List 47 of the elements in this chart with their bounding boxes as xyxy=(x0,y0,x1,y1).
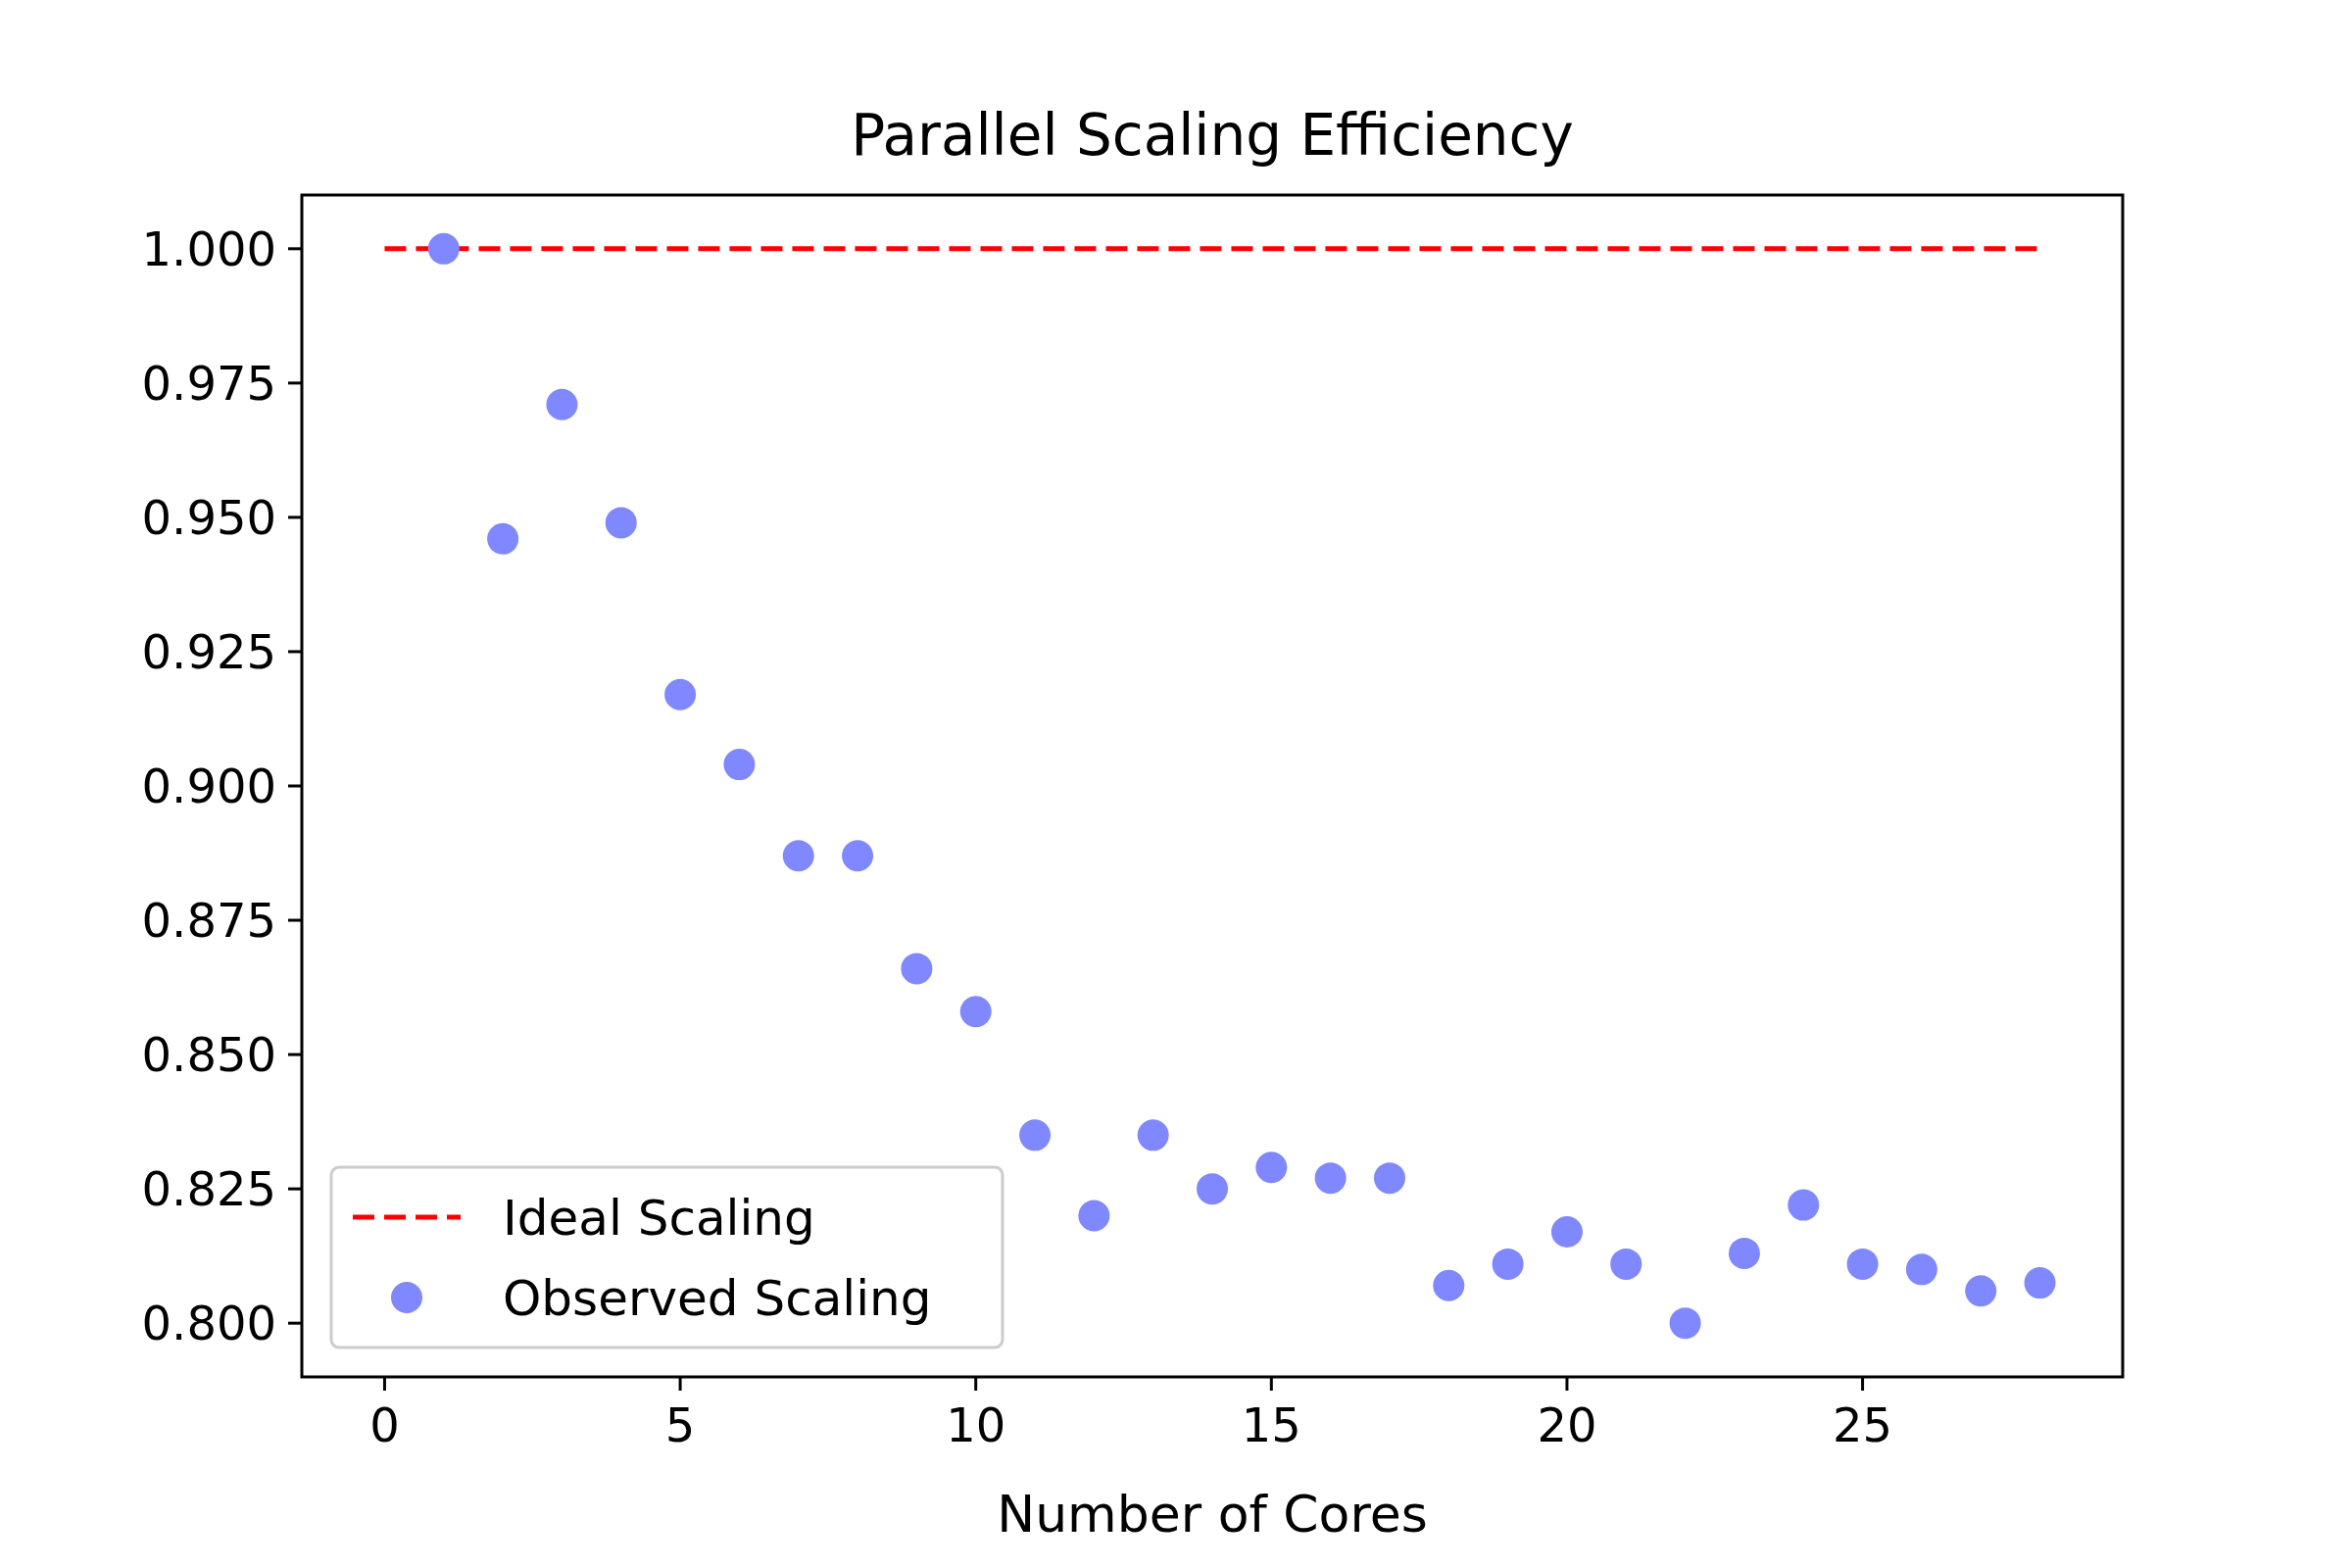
point xyxy=(1019,1119,1052,1152)
point xyxy=(427,232,460,265)
point xyxy=(1669,1307,1701,1340)
x-tick-label: 5 xyxy=(664,1397,696,1452)
point xyxy=(487,522,519,555)
point xyxy=(1433,1269,1465,1301)
point xyxy=(1610,1248,1642,1280)
x-tick-label: 15 xyxy=(1241,1397,1301,1452)
x-tick-label: 25 xyxy=(1833,1397,1893,1452)
chart-title: Parallel Scaling Efficiency xyxy=(851,102,1574,169)
point xyxy=(1965,1275,1997,1307)
y-tick-label: 0.800 xyxy=(141,1295,276,1350)
point xyxy=(1373,1162,1405,1195)
y-tick-label: 0.975 xyxy=(141,355,276,411)
point xyxy=(1788,1189,1820,1221)
y-tick-label: 0.950 xyxy=(141,489,276,545)
y-tick-label: 1.000 xyxy=(141,220,276,276)
point xyxy=(1255,1152,1288,1184)
point xyxy=(1078,1200,1110,1232)
x-tick-label: 0 xyxy=(369,1397,400,1452)
point xyxy=(901,953,933,985)
point xyxy=(605,507,637,539)
x-tick-label: 20 xyxy=(1537,1397,1597,1452)
y-tick-label: 0.850 xyxy=(141,1026,276,1082)
point xyxy=(664,678,697,710)
point xyxy=(1728,1237,1760,1269)
point xyxy=(1846,1248,1879,1280)
point xyxy=(2024,1267,2056,1299)
legend-label: Ideal Scaling xyxy=(503,1189,815,1247)
point xyxy=(723,749,756,781)
y-tick-label: 0.875 xyxy=(141,892,276,948)
legend-label: Observed Scaling xyxy=(503,1269,932,1327)
point xyxy=(1905,1253,1937,1286)
point xyxy=(1314,1162,1347,1195)
point xyxy=(842,840,874,872)
y-tick-label: 0.825 xyxy=(141,1160,276,1216)
point xyxy=(1137,1119,1169,1152)
y-tick-label: 0.925 xyxy=(141,623,276,679)
point xyxy=(1492,1248,1524,1280)
x-axis-title: Number of Cores xyxy=(997,1485,1428,1544)
point xyxy=(959,996,992,1028)
point xyxy=(1550,1215,1583,1248)
point xyxy=(782,840,814,872)
point xyxy=(1197,1173,1228,1205)
y-tick-label: 0.900 xyxy=(141,758,276,813)
x-tick-label: 10 xyxy=(946,1397,1006,1452)
point xyxy=(546,388,578,420)
